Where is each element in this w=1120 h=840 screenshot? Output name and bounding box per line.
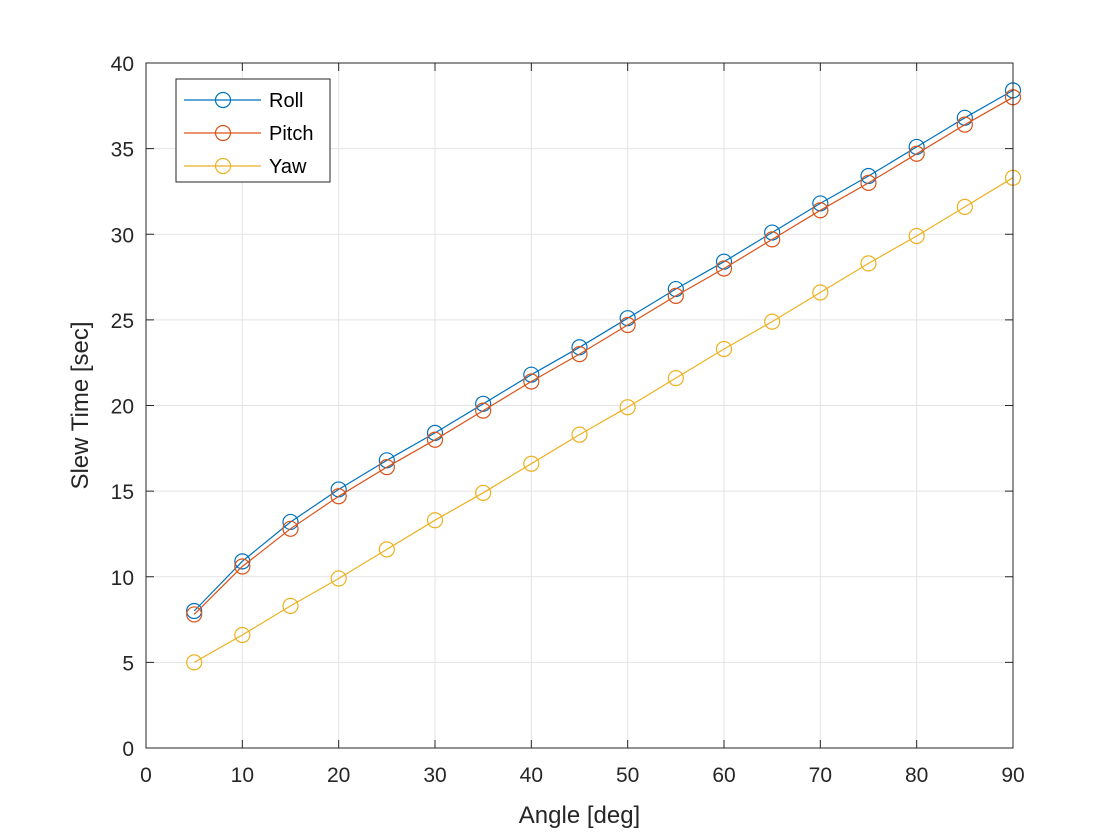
data-point-yaw — [619, 399, 636, 416]
data-point-pitch — [571, 346, 588, 363]
x-tick-label: 80 — [905, 764, 928, 787]
x-tick-label: 60 — [712, 764, 735, 787]
legend-marker-yaw — [214, 157, 232, 175]
grid-lines — [146, 63, 1013, 748]
y-tick-label: 15 — [111, 481, 134, 504]
x-tick-label: 10 — [231, 764, 254, 787]
data-point-pitch — [330, 488, 347, 505]
data-point-yaw — [908, 227, 925, 245]
data-point-pitch — [956, 116, 973, 133]
data-point-pitch — [378, 459, 395, 476]
x-tick-label: 30 — [423, 764, 446, 787]
y-tick-label: 40 — [111, 53, 134, 76]
data-point-pitch — [667, 287, 684, 304]
y-tick-label: 10 — [111, 567, 134, 590]
series-pitch — [186, 89, 1022, 623]
data-point-pitch — [523, 373, 540, 390]
data-point-pitch — [764, 231, 781, 248]
legend-marker-roll — [214, 91, 232, 109]
x-tick-label: 20 — [327, 764, 350, 787]
data-point-pitch — [908, 145, 925, 162]
data-point-pitch — [186, 606, 203, 623]
series-line-roll — [193, 89, 1014, 612]
y-tick-label: 20 — [111, 396, 134, 419]
data-point-yaw — [330, 570, 347, 587]
x-tick-label: 90 — [1001, 764, 1024, 787]
legend-label-pitch: Pitch — [269, 123, 313, 145]
y-tick-label: 5 — [122, 652, 134, 675]
x-tick-label: 40 — [520, 764, 543, 787]
data-point-yaw — [812, 284, 829, 301]
y-tick-label: 30 — [111, 224, 134, 247]
data-point-yaw — [234, 626, 251, 644]
data-point-yaw — [426, 512, 444, 529]
x-tick-label: 70 — [809, 764, 832, 787]
data-point-yaw — [282, 597, 299, 614]
series-group — [186, 82, 1022, 671]
y-tick-label: 25 — [111, 310, 134, 333]
legend-box — [175, 78, 331, 183]
data-point-yaw — [378, 541, 395, 558]
x-tick-label: 50 — [616, 764, 639, 787]
data-point-pitch — [234, 558, 251, 575]
data-point-yaw — [571, 426, 588, 443]
data-point-yaw — [860, 255, 877, 272]
data-point-pitch — [475, 402, 492, 419]
legend: Roll Pitch Yaw — [175, 78, 331, 183]
legend-marker-pitch — [214, 124, 232, 142]
data-point-pitch — [282, 520, 299, 537]
y-tick-label: 35 — [111, 139, 134, 162]
legend-item-roll: Roll — [184, 90, 303, 112]
x-tick-label: 0 — [140, 764, 152, 787]
data-point-pitch — [715, 260, 733, 277]
data-point-yaw — [956, 198, 973, 215]
legend-item-pitch: Pitch — [184, 123, 313, 145]
series-line-pitch — [193, 96, 1014, 615]
data-point-yaw — [523, 455, 540, 472]
data-point-yaw — [475, 484, 492, 501]
data-point-pitch — [426, 431, 444, 448]
series-yaw — [186, 169, 1022, 671]
legend-label-yaw: Yaw — [269, 156, 307, 178]
axis-ticks: 0 10 20 30 40 50 60 70 80 90 0 5 10 15 20 25 30 35 40 — [111, 53, 1025, 787]
data-point-pitch — [812, 202, 829, 219]
legend-item-yaw: Yaw — [184, 156, 307, 178]
x-axis-label: Angle [deg] — [519, 802, 640, 829]
data-point-pitch — [619, 316, 636, 334]
data-point-yaw — [764, 313, 781, 330]
data-point-yaw — [667, 370, 684, 387]
data-point-roll — [186, 602, 203, 620]
data-point-pitch — [860, 174, 877, 191]
y-tick-label: 0 — [122, 738, 134, 761]
legend-label-roll: Roll — [269, 90, 303, 112]
data-point-yaw — [715, 340, 733, 358]
data-point-yaw — [186, 654, 203, 671]
y-axis-label: Slew Time [sec] — [67, 321, 94, 489]
series-line-yaw — [193, 177, 1014, 663]
